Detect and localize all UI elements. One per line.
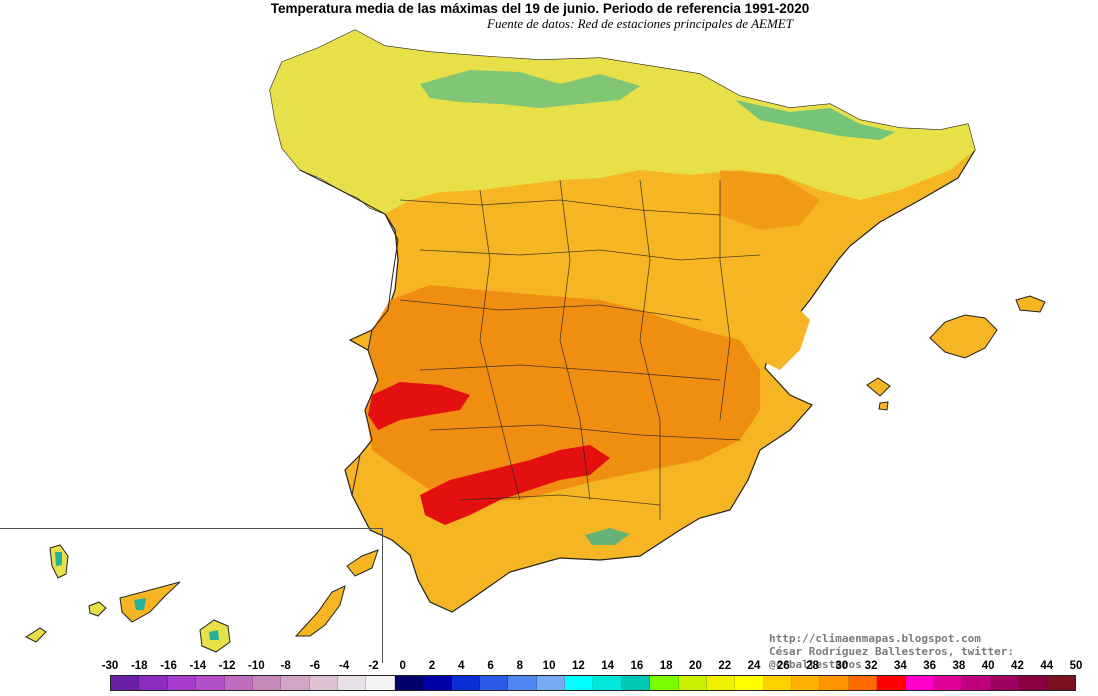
legend-swatch [167,676,197,690]
guadiana-extreme-zone [368,382,470,430]
tenerife-island [119,581,181,623]
credit-author: César Rodríguez Ballesteros, twitter: @c… [769,645,1015,671]
legend-swatch [281,676,310,690]
legend-swatch [423,676,452,690]
legend-label: 50 [1069,660,1083,672]
legend-swatch [706,676,736,690]
legend-swatch [479,676,509,690]
legend-swatch [252,676,282,690]
legend-label: 14 [601,660,615,672]
lanzarote-island [346,549,379,577]
legend-label: 8 [516,660,524,672]
legend-swatch [763,676,792,690]
legend-label: 38 [952,660,966,672]
legend-label: -14 [189,660,207,672]
portugal-border [299,169,399,496]
legend-label: 10 [542,660,556,672]
legend-label: 26 [776,660,790,672]
legend-label: -6 [309,660,321,672]
legend-swatch [792,676,821,690]
legend-label: 42 [1011,660,1024,672]
gran-canaria-core [209,630,219,640]
legend-label: -16 [160,660,177,672]
legend-label: 12 [571,660,585,672]
east-coast-zone [760,300,810,370]
tenerife-core [134,598,146,610]
legend-label: 4 [458,660,465,672]
ebro-warm-zone [720,170,820,230]
cantabrian-cool-zone [420,70,640,108]
la-gomera-island [88,601,107,617]
north-mild-zone [270,30,975,214]
legend-swatch [593,676,622,690]
canary-inset-frame [0,528,383,663]
legend-swatch [536,676,565,690]
legend-swatch [678,676,707,690]
legend-labels: -30 -18 -16 -14 -12 -10 -8 -6 -4 -2 0 2 4 6 8 10 12 14 16 1… [0,660,1098,674]
menorca-island [1015,295,1046,313]
legend-label: 30 [835,660,849,672]
ibiza-island [866,377,891,397]
legend-label: -12 [218,660,236,672]
legend-swatch [650,676,679,690]
legend-swatch [366,676,395,690]
legend-swatch [451,676,480,690]
pyrenees-cool-zone [735,100,895,140]
legend-swatch [338,676,367,690]
province-boundaries [399,179,761,520]
legend-swatch [508,676,537,690]
legend-swatch [309,676,338,690]
legend-swatch [877,676,906,690]
map-subtitle: Fuente de datos: Red de estaciones princ… [487,16,793,31]
legend-label: 2 [428,660,436,672]
legend-label: -4 [339,660,350,672]
legend-swatch [1047,676,1075,690]
formentera-island [878,401,889,411]
legend-swatch [139,676,168,690]
legend-label: 6 [487,660,494,672]
legend-swatch [933,676,963,690]
la-palma-core [55,552,62,566]
legend-swatch [196,676,225,690]
legend-label: 0 [399,660,406,672]
legend-label: 28 [806,660,819,672]
legend-swatch [111,676,140,690]
legend-swatch [621,676,651,690]
legend-swatch [848,676,878,690]
legend-label: -30 [101,660,119,672]
sierra-nevada-cool-zone [585,528,630,545]
legend-label: 40 [981,660,995,672]
legend-label: 22 [718,660,732,672]
legend-swatch [224,676,253,690]
legend-label: -2 [368,660,379,672]
legend-label: 36 [923,660,937,672]
legend-label: -18 [130,660,148,672]
credit-url: http://climaenmapas.blogspot.com [769,632,981,645]
mallorca-island [929,314,998,359]
legend-label: 24 [747,660,761,672]
legend-label: 18 [659,660,673,672]
legend-label: -10 [248,660,265,672]
legend-swatch [735,676,764,690]
legend-swatch [990,676,1019,690]
legend-swatch [820,676,849,690]
map-title: Temperatura media de las máximas del 19 … [270,1,810,16]
central-hot-zone [365,285,760,500]
legend-label: 32 [864,660,878,672]
legend-label: 20 [689,660,702,672]
legend-swatch [565,676,594,690]
legend-swatch [962,676,991,690]
legend-label: -8 [280,660,291,672]
legend-swatch [905,676,934,690]
el-hierro-island [24,627,47,643]
legend-swatch [1019,676,1048,690]
legend-color-bar [110,675,1076,691]
legend-swatch [394,676,424,690]
legend-label: 34 [893,660,907,672]
guadalquivir-extreme-zone [420,445,610,525]
fuerteventura-island [294,585,346,637]
legend-label: 44 [1040,660,1054,672]
legend-label: 16 [630,660,644,672]
